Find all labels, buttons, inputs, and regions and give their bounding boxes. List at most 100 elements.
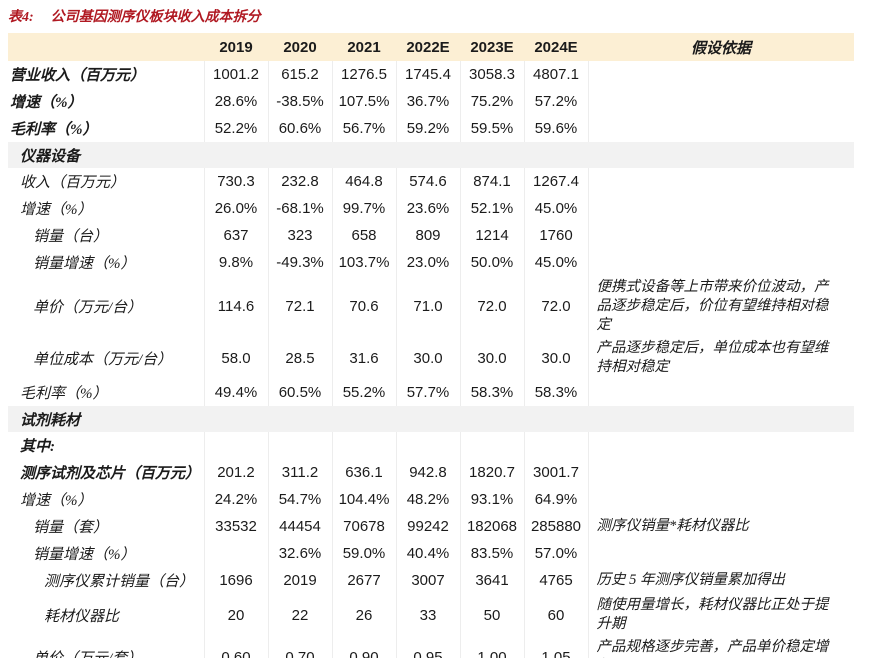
table-row: 销量增速（%） 9.8% -49.3% 103.7% 23.0% 50.0% 45.0% (8, 249, 854, 276)
cell-value: 1696 (203, 567, 268, 594)
section-row: 仪器设备 (8, 142, 854, 168)
assumption-text: 历史 5 年测序仪销量累加得出 (587, 567, 854, 594)
cell-value: 70.6 (331, 276, 396, 337)
cell-value: 26 (331, 594, 396, 636)
cell-value: 9.8% (203, 249, 268, 276)
row-label: 毛利率（%） (10, 122, 98, 138)
cell-value: 64.9% (523, 486, 588, 513)
assumption-text: 产品规格逐步完善，产品单价稳定增长 (587, 636, 854, 658)
table-row: 单价（万元/套）0.600.700.900.951.001.05产品规格逐步完善… (8, 636, 854, 658)
row-label: 单价（万元/台） (33, 300, 143, 316)
cell-value: 23.6% (395, 195, 460, 222)
cell-value: 285880 (523, 513, 588, 540)
cell-value: 99242 (395, 513, 460, 540)
assumption-text: 便携式设备等上市带来价位波动，产品逐步稳定后，价位有望维持相对稳定 (587, 276, 854, 337)
row-label: 其中: (20, 439, 55, 455)
table-row: 单位成本（万元/台） 58.0 28.5 31.6 30.0 30.0 30.0 产品逐步稳定… (8, 337, 854, 379)
cell-value: 31.6 (331, 337, 396, 379)
cell-value: 2019 (267, 567, 332, 594)
assumption-text (587, 249, 854, 276)
table-row: 其中: (8, 432, 854, 459)
column-header-2020: 2020 (268, 33, 332, 61)
column-header-assumption: 假设依据 (588, 33, 854, 61)
cell-value: 50 (459, 594, 524, 636)
cell-value: 36.7% (395, 88, 460, 115)
cell-value: 93.1% (459, 486, 524, 513)
cell-value: 40.4% (395, 540, 460, 567)
table-title-text: 公司基因测序仪板块收入成本拆分 (50, 10, 261, 25)
cell-value: 464.8 (331, 168, 396, 195)
table-header: 2019 2020 2021 2022E 2023E 2024E 假设依据 (8, 33, 854, 61)
cell-value: 50.0% (459, 249, 524, 276)
table-row: 增速（%） 26.0% -68.1% 99.7% 23.6% 52.1% 45.0% (8, 195, 854, 222)
table-row: 营业收入（百万元） 1001.2 615.2 1276.5 1745.4 3058.3 48… (8, 61, 854, 88)
cell-value (203, 432, 268, 459)
cell-value: 60 (523, 594, 588, 636)
row-label: 增速（%） (20, 202, 93, 218)
table-row: 增速（%） 28.6% -38.5% 107.5% 36.7% 75.2% 57.2% (8, 88, 854, 115)
row-label: 销量增速（%） (33, 256, 136, 272)
table-row: 毛利率（%） 49.4% 60.5% 55.2% 57.7% 58.3% 58.3% (8, 379, 854, 406)
row-label: 耗材仪器比 (44, 608, 120, 625)
cell-value: 59.5% (459, 115, 524, 142)
row-label: 增速（%） (20, 493, 93, 509)
table-title: 表4: 公司基因测序仪板块收入成本拆分 (8, 6, 871, 26)
table-row: 收入（百万元） 730.3 232.8 464.8 574.6 874.1 1267.4 (8, 168, 854, 195)
cell-value: 1214 (459, 222, 524, 249)
cell-value: 4765 (523, 567, 588, 594)
cell-value: 323 (267, 222, 332, 249)
cell-value: 57.0% (523, 540, 588, 567)
cell-value: 30.0 (523, 337, 588, 379)
cell-value (523, 432, 588, 459)
cell-value (395, 432, 460, 459)
cell-value: 0.60 (203, 636, 268, 658)
table-row: 测序试剂及芯片（百万元） 201.2 311.2 636.1 942.8 1820.7 30… (8, 459, 854, 486)
row-label: 收入（百万元） (20, 175, 126, 191)
cell-value: 33532 (203, 513, 268, 540)
cell-value: 49.4% (203, 379, 268, 406)
cell-value: 45.0% (523, 195, 588, 222)
cell-value: 201.2 (203, 459, 268, 486)
header-row: 2019 2020 2021 2022E 2023E 2024E 假设依据 (8, 33, 854, 61)
assumption-text (587, 88, 854, 115)
cell-value: 72.0 (523, 276, 588, 337)
cell-value: 22 (267, 594, 332, 636)
cell-value: 3007 (395, 567, 460, 594)
cell-value: 59.2% (395, 115, 460, 142)
assumption-text: 产品逐步稳定后，单位成本也有望维持相对稳定 (587, 337, 854, 379)
table-body: 营业收入（百万元） 1001.2 615.2 1276.5 1745.4 3058.3 48… (8, 61, 854, 658)
cell-value: 20 (203, 594, 268, 636)
assumption-text (587, 61, 854, 88)
cell-value: 615.2 (267, 61, 332, 88)
cell-value: 48.2% (395, 486, 460, 513)
column-header-2019: 2019 (204, 33, 268, 61)
cell-value: 70678 (331, 513, 396, 540)
row-label: 测序试剂及芯片（百万元） (20, 466, 201, 482)
cell-value: 45.0% (523, 249, 588, 276)
cost-breakdown-table: 2019 2020 2021 2022E 2023E 2024E 假设依据 营业… (8, 33, 854, 658)
cell-value: 56.7% (331, 115, 396, 142)
cell-value: 54.7% (267, 486, 332, 513)
section-header: 试剂耗材 (8, 406, 854, 432)
table-row: 单价（万元/台） 114.6 72.1 70.6 71.0 72.0 72.0 便携式设备等上… (8, 276, 854, 337)
cell-value: 24.2% (203, 486, 268, 513)
assumption-text (587, 168, 854, 195)
row-label: 销量（台） (33, 229, 109, 245)
cell-value: 942.8 (395, 459, 460, 486)
table-row: 耗材仪器比 20 22 26 33 50 60 随使用量增长，耗材仪器比正处于提升期 (8, 594, 854, 636)
assumption-text (587, 195, 854, 222)
section-row: 试剂耗材 (8, 406, 854, 432)
table-title-prefix: 表4: (8, 10, 34, 25)
cell-value: 658 (331, 222, 396, 249)
table-row: 销量（套） 33532 44454 70678 99242 182068 285880 测序仪… (8, 513, 854, 540)
cell-value: 57.2% (523, 88, 588, 115)
cell-value: 114.6 (203, 276, 268, 337)
cell-value: 26.0% (203, 195, 268, 222)
cell-value: -68.1% (267, 195, 332, 222)
cell-value: 3001.7 (523, 459, 588, 486)
cell-value: 72.1 (267, 276, 332, 337)
cell-value: 232.8 (267, 168, 332, 195)
cell-value: -49.3% (267, 249, 332, 276)
section-header: 仪器设备 (8, 142, 854, 168)
